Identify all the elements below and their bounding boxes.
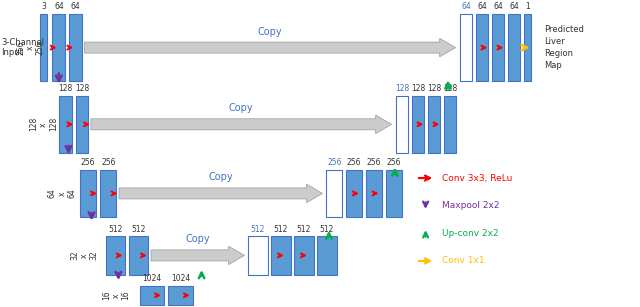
- Bar: [80, 169, 96, 217]
- Text: 128
x
128: 128 x 128: [29, 117, 58, 131]
- Bar: [59, 96, 72, 153]
- Text: 128: 128: [443, 84, 457, 93]
- Bar: [326, 169, 342, 217]
- Polygon shape: [91, 115, 392, 134]
- Text: 256: 256: [101, 158, 116, 167]
- Text: 128: 128: [58, 84, 72, 93]
- Text: 512: 512: [274, 225, 288, 234]
- Text: 128: 128: [395, 84, 409, 93]
- Bar: [129, 236, 148, 275]
- Text: Copy: Copy: [209, 172, 233, 182]
- Bar: [271, 236, 291, 275]
- Text: 256: 256: [367, 158, 381, 167]
- Text: Copy: Copy: [258, 26, 282, 37]
- Text: 512: 512: [108, 225, 122, 234]
- Text: 512: 512: [297, 225, 311, 234]
- Text: 64: 64: [493, 2, 503, 11]
- Text: 512: 512: [251, 225, 265, 234]
- Text: 64: 64: [70, 2, 81, 11]
- Bar: [524, 14, 531, 81]
- Polygon shape: [119, 184, 323, 203]
- Bar: [317, 236, 337, 275]
- Bar: [248, 236, 268, 275]
- Bar: [508, 14, 520, 81]
- Bar: [396, 96, 408, 153]
- Bar: [492, 14, 504, 81]
- Bar: [100, 169, 116, 217]
- Text: 64: 64: [509, 2, 519, 11]
- Bar: [40, 14, 47, 81]
- Text: 1024: 1024: [171, 274, 190, 283]
- Text: Copy: Copy: [186, 234, 210, 244]
- Bar: [428, 96, 440, 153]
- Bar: [412, 96, 424, 153]
- Bar: [460, 14, 472, 81]
- Text: 256: 256: [387, 158, 401, 167]
- Bar: [444, 96, 456, 153]
- Text: 3-Channel
Input: 3-Channel Input: [1, 38, 44, 57]
- Text: 32
x
32: 32 x 32: [70, 251, 99, 260]
- Text: 128: 128: [411, 84, 425, 93]
- Polygon shape: [151, 246, 244, 265]
- Text: Maxpool 2x2: Maxpool 2x2: [442, 201, 499, 210]
- Bar: [140, 286, 164, 305]
- Text: 256: 256: [81, 158, 95, 167]
- Bar: [386, 169, 402, 217]
- Bar: [76, 96, 88, 153]
- Bar: [366, 169, 382, 217]
- Bar: [476, 14, 488, 81]
- Text: 128: 128: [75, 84, 89, 93]
- Polygon shape: [84, 38, 456, 57]
- Bar: [106, 236, 125, 275]
- Text: 256: 256: [327, 158, 342, 167]
- Bar: [52, 14, 65, 81]
- Text: 64: 64: [461, 2, 471, 11]
- Text: Copy: Copy: [229, 103, 253, 113]
- Text: Conv 3x3, ReLu: Conv 3x3, ReLu: [442, 173, 512, 183]
- Text: Up-conv 2x2: Up-conv 2x2: [442, 229, 498, 238]
- Text: 1: 1: [525, 2, 530, 11]
- Text: 256
x
256: 256 x 256: [17, 40, 45, 55]
- Bar: [69, 14, 82, 81]
- Text: Conv 1x1: Conv 1x1: [442, 256, 484, 266]
- Text: 128: 128: [427, 84, 441, 93]
- Text: 512: 512: [132, 225, 146, 234]
- Text: 16
x
16: 16 x 16: [102, 290, 131, 300]
- Text: 512: 512: [320, 225, 334, 234]
- Text: 1024: 1024: [142, 274, 161, 283]
- Bar: [346, 169, 362, 217]
- Text: 3: 3: [41, 2, 46, 11]
- Text: Predicted
Liver
Region
Map: Predicted Liver Region Map: [544, 25, 584, 70]
- Text: 64
x
64: 64 x 64: [48, 188, 76, 198]
- Text: 64: 64: [477, 2, 487, 11]
- Bar: [168, 286, 193, 305]
- Text: 64: 64: [54, 2, 64, 11]
- Bar: [294, 236, 314, 275]
- Text: 256: 256: [347, 158, 362, 167]
